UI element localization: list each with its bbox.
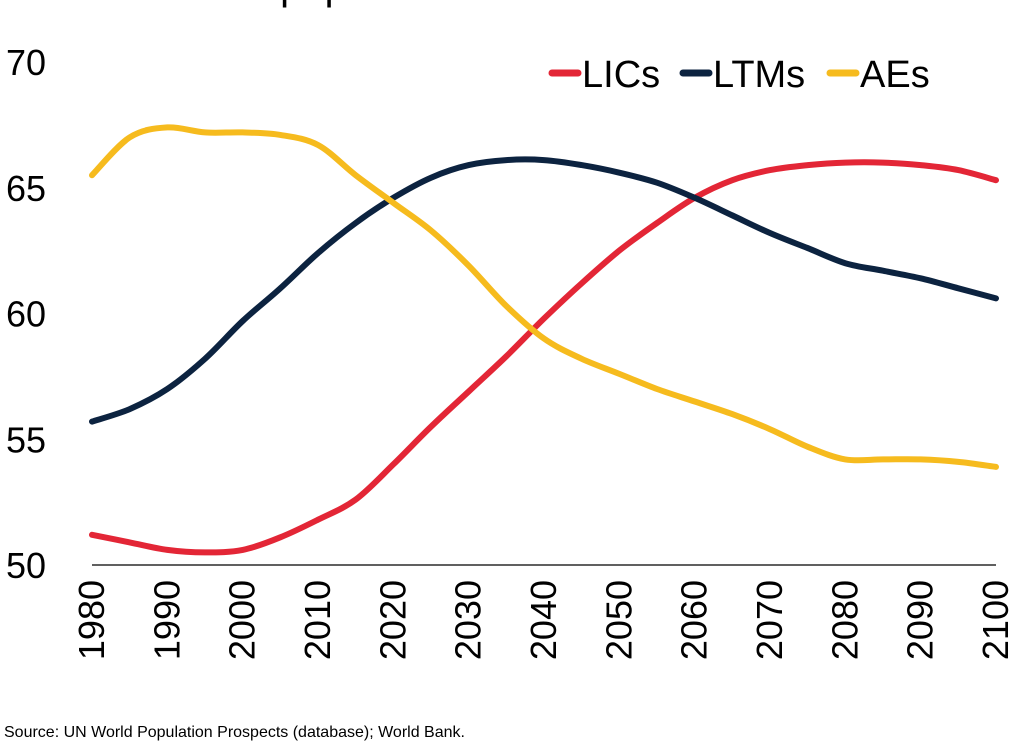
x-tick-label: 2090 [900, 580, 941, 660]
x-tick-label: 2060 [674, 580, 715, 660]
y-tick-label: 50 [6, 545, 46, 586]
legend-label-aes: AEs [860, 54, 930, 96]
x-tick-label: 2070 [749, 580, 790, 660]
legend-label-lics: LICs [582, 54, 660, 96]
x-tick-label: 2020 [372, 580, 413, 660]
x-tick-label: 2030 [448, 580, 489, 660]
legend-label-ltms: LTMs [713, 54, 805, 96]
series-line-aes [89, 124, 999, 470]
y-axis-tick-labels: 50 55 60 65 70 [6, 42, 46, 586]
y-tick-label: 65 [6, 168, 46, 209]
x-tick-label: 2000 [222, 580, 263, 660]
series-line-ltms [89, 156, 999, 425]
x-tick-label: 2080 [824, 580, 865, 660]
x-tick-label: 2050 [598, 580, 639, 660]
x-tick-label: 1990 [146, 580, 187, 660]
chart-title: Percent of total population [0, 0, 465, 8]
x-tick-label: 1980 [71, 580, 112, 660]
y-tick-label: 55 [6, 419, 46, 460]
source-note: Source: UN World Population Prospects (d… [4, 724, 465, 741]
series-line-lics [89, 159, 999, 556]
x-tick-label: 2100 [975, 580, 1009, 660]
legend: LICs LTMs AEs [548, 54, 930, 96]
x-tick-label: 2040 [523, 580, 564, 660]
y-tick-label: 70 [6, 42, 46, 83]
x-axis-tick-labels: 1980 1990 2000 2010 2020 2030 2040 2050 2060 2070… [71, 580, 1009, 660]
x-tick-label: 2010 [297, 580, 338, 660]
y-tick-label: 60 [6, 294, 46, 335]
series-lines [89, 124, 999, 556]
